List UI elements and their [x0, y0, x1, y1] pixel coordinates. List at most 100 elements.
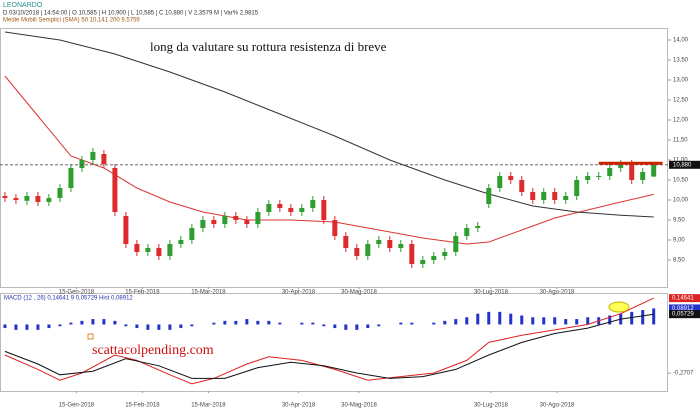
candle-body — [354, 248, 360, 256]
line-series — [4, 31, 654, 218]
candle-body — [321, 200, 327, 220]
candle-body — [508, 176, 514, 180]
histogram-bar — [212, 322, 216, 325]
last-price-label: 10,880 — [673, 162, 692, 168]
candle-body — [123, 216, 129, 244]
candle-body — [79, 160, 85, 168]
symbol: LEONARDO — [3, 2, 43, 9]
histogram-bar — [575, 319, 579, 325]
histogram-bar — [80, 320, 84, 325]
y-tick-label: -0,2707 — [673, 371, 694, 377]
candle-body — [541, 192, 547, 200]
candle-body — [189, 228, 195, 240]
candle-body — [134, 244, 140, 252]
candle-body — [442, 252, 448, 256]
candle-body — [35, 196, 41, 202]
candle-body — [596, 176, 602, 177]
x-tick-label: 30-Ago-2018 — [540, 290, 575, 296]
histogram-bar — [223, 320, 227, 325]
candle-body — [607, 168, 613, 176]
histogram-bar — [652, 308, 656, 325]
histogram-bar — [190, 324, 194, 327]
candle-body — [640, 172, 646, 180]
icon — [87, 333, 94, 340]
x-tick-label: 15-Feb-2018 — [125, 403, 160, 409]
x-tick-label: 30-Lug-2018 — [474, 290, 509, 296]
x-tick-label: 30-Apr-2018 — [282, 403, 316, 409]
histogram-bar — [234, 320, 238, 325]
candle-body — [68, 168, 74, 188]
histogram-bar — [311, 322, 315, 325]
histogram-bar — [487, 311, 491, 325]
candle-body — [552, 192, 558, 200]
histogram-bar — [443, 320, 447, 325]
histogram-bar — [300, 322, 304, 325]
candle-body — [57, 188, 63, 198]
histogram-bar — [179, 324, 183, 329]
candle-body — [497, 176, 503, 188]
sma-legend: Medie Mobili Semplici (SMA) 50 10,141 20… — [3, 18, 140, 24]
candle-body — [519, 180, 525, 192]
histogram-bar — [91, 319, 95, 325]
candle-body — [453, 236, 459, 252]
histogram-bar — [256, 320, 260, 325]
candle-body — [376, 240, 382, 244]
histogram-bar — [47, 324, 51, 329]
y-tick-label: 8,50 — [673, 258, 685, 264]
histogram-bar — [608, 315, 612, 325]
histogram-bar — [399, 322, 403, 325]
y-tick-label: 11,00 — [673, 158, 688, 164]
x-tick-label: 15-Gen-2018 — [59, 290, 95, 296]
value-label-box — [669, 294, 700, 303]
watermark: scattacolpending.com — [92, 343, 214, 358]
x-tick-label: 15-Gen-2018 — [59, 403, 95, 409]
candle-body — [255, 212, 261, 224]
histogram-bar — [146, 324, 150, 330]
macd-legend: MACD (12 , 26) 0,14641 9 0,05729 Hist 0,… — [4, 296, 133, 302]
x-tick-label: 30-Lug-2018 — [474, 403, 509, 409]
candle-body — [46, 198, 52, 202]
line-series — [4, 313, 654, 379]
candle-body — [431, 256, 437, 260]
macd-frame — [0, 293, 668, 392]
y-tick-label: 13,50 — [673, 58, 689, 64]
candle-body — [90, 152, 96, 160]
candle-body — [112, 168, 118, 212]
y-tick-label: 12,50 — [673, 98, 689, 104]
histogram-bar — [135, 324, 139, 329]
candle-body — [13, 198, 19, 200]
histogram-bar — [69, 322, 73, 325]
candle-body — [101, 154, 107, 164]
histogram-bar — [322, 324, 326, 327]
histogram-bar — [377, 324, 381, 327]
value-label: 0,05729 — [672, 312, 694, 318]
y-tick-label: 9,00 — [673, 238, 685, 244]
histogram-bar — [58, 324, 62, 327]
candle-body — [332, 220, 338, 236]
histogram-bar — [531, 317, 535, 325]
candle-body — [266, 204, 272, 212]
histogram-bar — [432, 322, 436, 325]
candle-body — [24, 196, 30, 201]
histogram-bar — [564, 319, 568, 325]
histogram-bar — [267, 320, 271, 325]
last-price-box — [669, 160, 700, 169]
y-tick-label: 9,50 — [673, 218, 685, 224]
y-tick-label: 10,00 — [673, 198, 689, 204]
histogram-bar — [476, 313, 480, 325]
x-tick-label: 15-Mar-2018 — [191, 403, 226, 409]
candle-body — [618, 164, 624, 168]
histogram-bar — [168, 324, 172, 330]
histogram-bar — [498, 311, 502, 325]
histogram-bar — [245, 319, 249, 325]
candle-body — [486, 188, 492, 204]
candle-body — [178, 240, 184, 244]
histogram-bar — [113, 320, 117, 325]
candle-body — [365, 244, 371, 256]
histogram-bar — [366, 324, 370, 329]
line-series — [4, 297, 654, 385]
histogram-bar — [124, 324, 128, 327]
histogram-bar — [278, 322, 282, 325]
y-tick-label: 13,00 — [673, 78, 689, 84]
x-tick-label: 30-Apr-2018 — [282, 290, 316, 296]
